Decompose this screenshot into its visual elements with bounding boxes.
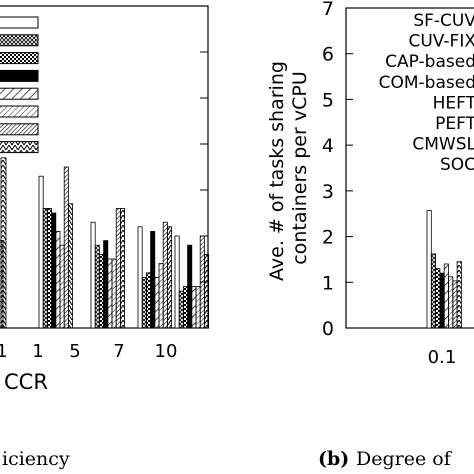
left-bar-COM-based-7 <box>150 230 156 329</box>
left-bar-partial-1 <box>0 157 7 329</box>
left-x-tick-partial: 1 <box>0 341 8 362</box>
left-bar-COM-based-5 <box>103 240 109 329</box>
right-plot-frame <box>345 7 474 329</box>
left-x-ticks: 1 1 5 7 10 <box>0 341 177 362</box>
right-legend-label-3: COM-based <box>379 73 474 93</box>
right-y-tick-5: 5 <box>322 89 334 111</box>
left-bar-SOC-1 <box>68 203 74 329</box>
right-y-tick-7: 7 <box>322 0 334 20</box>
right-bar-SF-CUV <box>426 210 432 329</box>
right-bar-PEFT <box>448 276 454 329</box>
right-legend-label-1: CUV-FIX <box>408 32 474 52</box>
left-bar-SF-CUV-7 <box>137 226 143 329</box>
left-bar-HEFT-5 <box>107 258 113 329</box>
left-bar-CAP-based-10 <box>182 286 188 329</box>
right-bar-SOC <box>456 261 462 329</box>
left-x-tick-1: 1 <box>32 341 43 362</box>
left-bar-SOC-7 <box>166 226 172 329</box>
right-bars <box>426 210 462 329</box>
left-legend <box>0 16 39 154</box>
left-bar-CMWSL-5 <box>115 207 121 329</box>
left-legend-swatch-3 <box>0 69 39 82</box>
left-x-tick-7: 7 <box>113 341 124 362</box>
left-bar-CUV-FIX-10 <box>178 290 184 329</box>
left-bar-CMWSL-1 <box>63 166 69 329</box>
left-bar-CAP-based-1 <box>47 207 53 329</box>
right-y-tick-6: 6 <box>322 44 334 66</box>
left-caption: iciency <box>2 448 70 470</box>
right-bar-CMWSL <box>452 280 458 329</box>
right-legend-label-6: CMWSL <box>412 135 474 155</box>
right-legend-label-7: SOC <box>440 155 474 175</box>
right-y-tick-4: 4 <box>322 135 334 157</box>
right-bar-COM-based <box>439 272 445 329</box>
right-y-tick-3: 3 <box>322 181 334 203</box>
left-bar-PEFT-1 <box>59 244 65 329</box>
left-bar-PEFT-5 <box>111 258 117 329</box>
right-y-tick-1: 1 <box>322 272 334 294</box>
right-legend-label-0: SF-CUV <box>413 11 474 31</box>
left-bar-PEFT-7 <box>158 263 164 329</box>
right-caption-label: (b) <box>318 448 349 470</box>
left-panel: 1 1 5 7 10 CCR iciency <box>0 5 209 470</box>
right-bar-CAP-based <box>435 268 441 329</box>
left-bar-SF-CUV-5 <box>90 221 96 329</box>
right-bar-HEFT <box>443 263 449 329</box>
left-bar-HEFT-10 <box>191 286 197 329</box>
right-y-axis-label: Ave. # of tasks sharing containers per v… <box>266 55 311 281</box>
left-legend-swatch-4 <box>0 87 39 100</box>
left-bar-CUV-FIX-5 <box>94 244 100 329</box>
left-bar-SOC-5 <box>120 207 126 329</box>
right-legend: SF-CUVCUV-FIXCAP-basedCOM-basedHEFTPEFTC… <box>379 11 474 175</box>
left-legend-swatch-7 <box>0 141 39 154</box>
right-legend-label-5: PEFT <box>435 114 474 134</box>
right-y-tick-2: 2 <box>322 227 334 249</box>
right-legend-label-2: CAP-based <box>385 52 474 72</box>
right-panel: 0 1 2 3 4 5 6 7 Ave. # of tasks sharing contain… <box>266 0 474 470</box>
left-x-tick-10: 10 <box>155 341 178 362</box>
right-y-tick-0: 0 <box>322 318 334 340</box>
left-bar-SF-CUV-10 <box>174 235 180 329</box>
right-bar-CUV-FIX <box>430 253 436 329</box>
left-legend-swatch-5 <box>0 105 39 118</box>
left-x-tick-5: 5 <box>69 341 80 362</box>
right-y-ticks: 0 1 2 3 4 5 6 7 <box>322 0 353 340</box>
left-bar-SOC-10 <box>203 253 209 329</box>
right-legend-label-4: HEFT <box>433 93 474 113</box>
right-x-tick-0.1: 0.1 <box>428 347 457 368</box>
left-bar-CMWSL-7 <box>162 221 168 329</box>
left-bar-SF-CUV-1 <box>38 175 44 329</box>
left-bar-COM-based-1 <box>51 212 57 329</box>
left-legend-swatch-2 <box>0 52 39 65</box>
left-legend-swatch-1 <box>0 34 39 47</box>
left-bar-HEFT-7 <box>154 276 160 329</box>
left-bar-CAP-based-5 <box>99 253 105 329</box>
right-caption-text: Degree of <box>356 448 453 470</box>
left-x-axis-label: CCR <box>4 370 48 394</box>
left-legend-swatch-0 <box>0 16 39 29</box>
left-bar-COM-based-10 <box>187 244 193 329</box>
left-bar-PEFT-10 <box>195 286 201 329</box>
left-bar-HEFT-1 <box>55 230 61 329</box>
left-bars <box>0 51 209 329</box>
left-bar-CAP-based-7 <box>145 272 151 329</box>
left-legend-swatch-6 <box>0 123 39 136</box>
left-bar-CUV-FIX-7 <box>141 276 147 329</box>
left-bar-CUV-FIX-1 <box>42 207 48 329</box>
